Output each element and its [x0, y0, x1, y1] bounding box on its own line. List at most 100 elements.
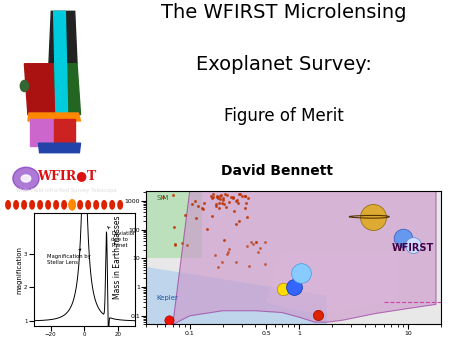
Point [209, 194, 216, 199]
Point [181, 212, 188, 218]
Y-axis label: magnification: magnification [17, 245, 22, 294]
Point [243, 200, 250, 206]
Point [297, 271, 305, 276]
Point [230, 208, 238, 214]
Point [169, 193, 176, 198]
Point [370, 214, 377, 219]
Point [160, 194, 167, 200]
Point [170, 224, 177, 230]
Point [184, 243, 191, 248]
Text: University of Notre Dame: University of Notre Dame [193, 209, 361, 222]
Point [226, 246, 233, 251]
Point [179, 241, 186, 246]
Point [214, 195, 221, 200]
Ellipse shape [78, 201, 82, 209]
Ellipse shape [86, 201, 90, 209]
Ellipse shape [62, 201, 67, 209]
Ellipse shape [30, 201, 34, 209]
Point [261, 262, 269, 267]
Point [290, 284, 297, 290]
Point [201, 200, 208, 205]
Y-axis label: Mass in Earth-masses: Mass in Earth-masses [112, 216, 122, 299]
Point [166, 318, 173, 323]
Point [220, 238, 228, 243]
Polygon shape [54, 11, 68, 118]
Point [216, 205, 223, 210]
Point [199, 205, 206, 210]
Polygon shape [38, 143, 81, 153]
Point [217, 192, 225, 198]
Bar [30, 119, 54, 146]
Point [315, 312, 322, 317]
Ellipse shape [20, 80, 28, 92]
Text: WFIRST: WFIRST [391, 243, 433, 253]
Point [255, 249, 262, 255]
Ellipse shape [110, 201, 114, 209]
Point [209, 214, 216, 219]
Point [233, 222, 240, 227]
Point [228, 194, 235, 199]
Point [194, 204, 202, 209]
Point [245, 264, 252, 269]
Point [236, 219, 243, 224]
Point [188, 201, 195, 207]
Point [222, 204, 230, 210]
Polygon shape [24, 64, 57, 115]
Ellipse shape [46, 201, 50, 209]
Polygon shape [146, 267, 327, 324]
Point [212, 253, 219, 258]
Point [223, 252, 230, 257]
Ellipse shape [6, 201, 10, 209]
Text: Deviation
due to
Planet: Deviation due to Planet [108, 227, 137, 248]
Text: The WFIRST Microlensing: The WFIRST Microlensing [161, 3, 406, 22]
Text: Kepler: Kepler [157, 295, 179, 301]
Point [199, 206, 207, 212]
Point [245, 195, 252, 201]
Point [238, 193, 246, 199]
Point [219, 197, 226, 202]
Point [210, 191, 217, 197]
Point [208, 196, 216, 201]
Point [213, 195, 220, 200]
Point [220, 201, 228, 207]
Point [243, 243, 250, 249]
Point [214, 264, 221, 270]
Point [233, 199, 240, 204]
Polygon shape [146, 191, 202, 258]
Point [171, 241, 178, 246]
Point [219, 195, 226, 201]
Point [243, 214, 251, 220]
Ellipse shape [94, 201, 99, 209]
Text: Exoplanet Survey:: Exoplanet Survey: [196, 55, 371, 74]
Point [256, 245, 263, 251]
Text: Magnification by
Stellar Lens: Magnification by Stellar Lens [47, 249, 91, 265]
Point [237, 191, 244, 197]
Point [216, 200, 223, 205]
Text: David Bennett: David Bennett [221, 164, 333, 178]
Ellipse shape [102, 201, 106, 209]
Ellipse shape [14, 201, 18, 209]
Ellipse shape [38, 201, 42, 209]
Point [252, 239, 260, 244]
Point [242, 193, 249, 198]
Ellipse shape [54, 201, 58, 209]
Point [218, 200, 225, 206]
Point [249, 241, 256, 247]
Point [219, 259, 226, 264]
Point [280, 286, 287, 292]
Point [261, 239, 268, 245]
Point [252, 240, 260, 245]
Ellipse shape [22, 201, 27, 209]
Bar [54, 119, 75, 146]
Point [222, 191, 229, 197]
Point [224, 192, 231, 198]
Point [230, 194, 237, 199]
Point [212, 201, 220, 207]
Point [172, 242, 179, 247]
Polygon shape [54, 64, 81, 115]
Point [242, 205, 249, 211]
Text: Wide-Field Infra-Red Survey Telescope: Wide-Field Infra-Red Survey Telescope [16, 188, 117, 193]
Point [212, 203, 220, 209]
Ellipse shape [118, 201, 122, 209]
Point [247, 239, 254, 244]
